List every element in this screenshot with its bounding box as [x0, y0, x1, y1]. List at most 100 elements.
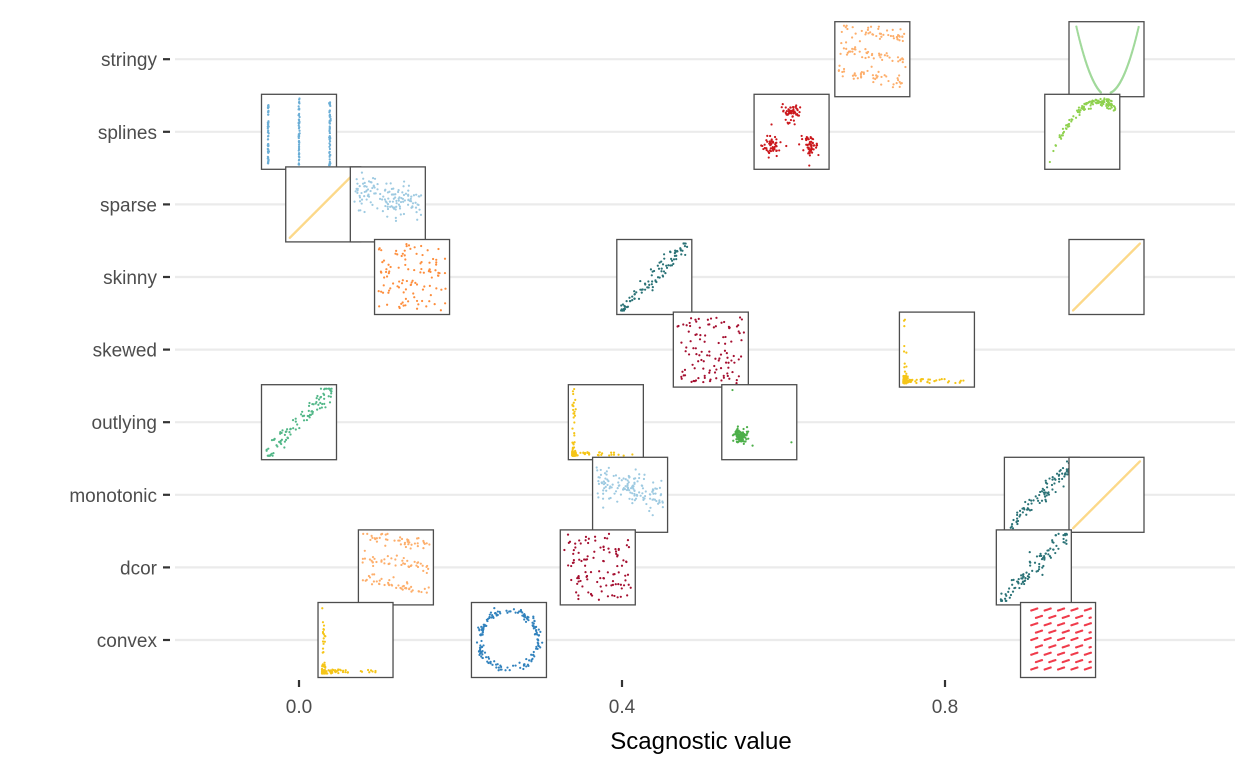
glyph-dot	[399, 543, 402, 546]
glyph-dot	[928, 381, 931, 385]
glyph-dot	[297, 140, 300, 143]
glyph-dot	[656, 502, 660, 505]
glyph-dot	[608, 497, 611, 500]
glyph-dot	[401, 559, 404, 562]
glyph-dot	[371, 203, 374, 207]
glyph-dot	[688, 321, 691, 325]
glyph-dot	[840, 41, 843, 45]
glyph-frame	[260, 384, 338, 461]
glyph-dot	[632, 477, 636, 480]
glyph-dot	[302, 419, 306, 422]
glyph-dot	[730, 359, 733, 362]
glyph-dot	[723, 349, 727, 352]
glyph-dot	[895, 35, 899, 39]
glyph-dot	[537, 628, 540, 631]
glyph-dot	[480, 655, 483, 658]
glyph-dot	[584, 571, 587, 574]
glyph-dot	[860, 29, 863, 33]
glyph-dot	[525, 657, 528, 661]
glyph-dot	[267, 150, 270, 153]
glyph-dot	[403, 562, 406, 565]
glyph-dot	[407, 189, 410, 192]
glyph-dot	[395, 554, 398, 557]
x-tick-label-0: 0.0	[286, 697, 312, 718]
glyph-dot	[633, 492, 636, 496]
glyph-dot	[572, 561, 575, 564]
glyph-dot	[420, 590, 423, 594]
glyph-dot	[323, 387, 327, 390]
glyph-dot	[1067, 122, 1071, 126]
glyph-dot	[497, 666, 500, 669]
glyph-dot	[1040, 614, 1044, 617]
glyph-dot	[376, 207, 379, 210]
glyph-dot	[416, 203, 419, 206]
glyph-dot	[1041, 573, 1044, 576]
glyph-dot	[329, 395, 332, 398]
glyph-dot	[877, 27, 880, 30]
glyph-dot	[769, 134, 772, 138]
glyph-dot	[297, 127, 301, 130]
glyph-dot	[508, 669, 511, 672]
glyph-dot	[646, 286, 649, 289]
glyph-dot	[363, 190, 366, 194]
glyph-dot	[573, 434, 576, 437]
glyph-dot	[316, 408, 319, 411]
glyph-dot	[633, 482, 636, 485]
glyph-dot	[292, 427, 295, 430]
glyph-dot	[675, 254, 678, 257]
glyph-outlying-14	[721, 384, 798, 461]
glyph-dot	[395, 202, 398, 205]
glyph-dot	[901, 58, 905, 61]
glyph-dot	[861, 56, 864, 59]
glyph-dot	[579, 579, 582, 583]
glyph-dot	[885, 75, 888, 78]
glyph-dot	[727, 366, 730, 369]
glyph-dot	[521, 611, 524, 614]
y-tick-label-sparse: sparse	[100, 195, 157, 216]
glyph-dot	[267, 151, 270, 154]
glyph-dot	[358, 184, 361, 188]
glyph-dot	[266, 161, 270, 164]
glyph-dot	[643, 497, 646, 500]
glyph-dot	[1037, 568, 1041, 571]
glyph-dot	[715, 368, 718, 371]
glyph-dot	[522, 667, 525, 671]
glyph-dot	[896, 38, 899, 41]
glyph-dot	[356, 191, 359, 195]
glyph-dot	[404, 586, 408, 590]
glyph-dot	[387, 272, 390, 275]
glyph-dot	[814, 146, 818, 149]
glyph-dot	[408, 588, 411, 591]
glyph-dot	[633, 297, 636, 300]
glyph-dot	[403, 249, 406, 252]
glyph-dot	[683, 368, 687, 372]
glyph-dot	[864, 56, 867, 60]
glyph-dot	[598, 570, 601, 573]
glyph-dot	[685, 245, 689, 248]
glyph-dot	[279, 431, 282, 434]
glyph-dot	[744, 440, 747, 443]
glyph-dot	[436, 274, 440, 277]
glyph-dot	[726, 374, 729, 378]
glyph-dot	[665, 264, 668, 267]
glyph-dot	[319, 401, 322, 405]
glyph-dot	[400, 197, 403, 200]
glyph-dot	[655, 280, 658, 284]
glyph-dot	[880, 35, 883, 38]
glyph-dot	[298, 135, 301, 138]
glyph-dot	[573, 414, 577, 417]
glyph-dot	[413, 246, 416, 249]
glyph-dot	[1043, 489, 1046, 492]
glyph-dot	[487, 657, 491, 660]
glyph-dot	[866, 69, 869, 73]
glyph-dot	[1051, 478, 1054, 481]
glyph-dot	[394, 558, 397, 561]
glyph-dot	[603, 536, 606, 540]
y-tick-label-skewed: skewed	[93, 341, 157, 362]
glyph-dot	[321, 663, 324, 666]
glyph-dot	[812, 144, 815, 147]
glyph-dot	[1057, 547, 1060, 550]
glyph-dot	[311, 412, 314, 415]
glyph-dot	[417, 303, 420, 306]
glyph-dot	[1070, 120, 1073, 123]
